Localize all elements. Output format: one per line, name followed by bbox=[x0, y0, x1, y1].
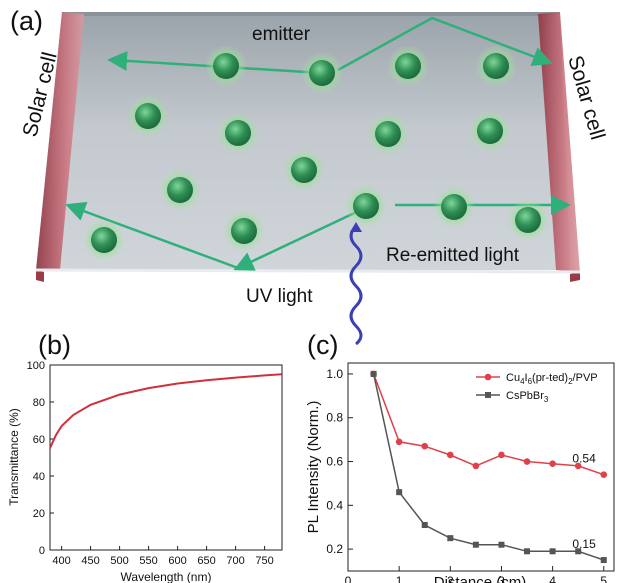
pl-intensity-chart: 0 1 2 3 4 5 0.2 0.4 0.6 0.8 1.0 0.54 0.15 Cu4I6(pr-… bbox=[305, 362, 615, 583]
x-tick-label: 0 bbox=[345, 574, 352, 583]
quantum-dot-icon bbox=[433, 186, 475, 228]
data-point bbox=[447, 451, 454, 459]
data-point bbox=[447, 535, 454, 542]
solar-cell-right-label: Solar cell bbox=[563, 53, 609, 142]
legend: Cu4I6(pr-ted)2/PVP CsPbBr3 bbox=[476, 372, 598, 404]
x-tick-label: 3 bbox=[498, 574, 505, 583]
x-axis-label: Wavelength (nm) bbox=[121, 570, 212, 583]
x-tick-label: 450 bbox=[81, 555, 99, 567]
y-axis-label: PL Intensity (Norm.) bbox=[305, 401, 322, 534]
plot-frame bbox=[347, 362, 615, 572]
emitter-label: emitter bbox=[252, 24, 311, 45]
transmittance-chart: 400 450 500 550 600 650 700 750 0 20 40 60 80 100 Wav… bbox=[7, 360, 283, 583]
quantum-dot-icon bbox=[469, 110, 511, 152]
end-value-label: 0.15 bbox=[572, 537, 596, 551]
y-tick-label: 0 bbox=[39, 545, 45, 557]
quantum-dot-icon bbox=[387, 45, 429, 87]
y-tick-label: 0.8 bbox=[326, 411, 343, 425]
data-point bbox=[575, 548, 582, 555]
x-tick-label: 400 bbox=[52, 555, 70, 567]
panel-b-label: (b) bbox=[38, 330, 71, 360]
lsc-schematic: emitter Solar cell Solar cell Re-emitted… bbox=[19, 12, 609, 345]
y-tick-label: 0.2 bbox=[326, 542, 343, 556]
y-tick-label: 40 bbox=[33, 471, 45, 483]
quantum-dot-icon bbox=[507, 199, 549, 241]
data-point bbox=[395, 438, 403, 446]
quantum-dots bbox=[83, 45, 549, 261]
data-point bbox=[421, 522, 428, 529]
waveguide-back-top bbox=[62, 12, 560, 16]
quantum-dot-icon bbox=[283, 149, 325, 191]
quantum-dot-icon bbox=[367, 113, 409, 155]
quantum-dot-icon bbox=[159, 169, 201, 211]
series-line bbox=[372, 373, 605, 476]
data-point bbox=[472, 541, 479, 548]
x-tick-label: 4 bbox=[549, 574, 556, 583]
data-point bbox=[396, 489, 403, 496]
quantum-dot-icon bbox=[205, 45, 247, 87]
data-point bbox=[421, 442, 429, 450]
series-1: 0.15 bbox=[370, 370, 607, 564]
end-value-label: 0.54 bbox=[572, 452, 596, 466]
panel-c-label: (c) bbox=[307, 330, 339, 360]
y-axis-label: Transmittance (%) bbox=[7, 408, 21, 506]
transmittance-line bbox=[49, 373, 283, 449]
legend-marker bbox=[484, 373, 492, 381]
y-tick-label: 0.4 bbox=[326, 498, 343, 512]
quantum-dot-icon bbox=[301, 52, 343, 94]
x-tick-label: 750 bbox=[255, 555, 273, 567]
x-tick-label: 500 bbox=[110, 555, 128, 567]
reemitted-light-label: Re-emitted light bbox=[386, 245, 520, 266]
data-point bbox=[498, 541, 505, 548]
panel-a-label: (a) bbox=[10, 6, 43, 36]
data-point bbox=[370, 370, 377, 377]
x-axis-label: Distance (cm) bbox=[434, 574, 527, 583]
uv-light-label: UV light bbox=[246, 286, 313, 307]
quantum-dot-icon bbox=[217, 112, 259, 154]
data-point bbox=[498, 451, 505, 459]
legend-label: CsPbBr3 bbox=[506, 390, 549, 404]
x-tick-label: 700 bbox=[226, 555, 244, 567]
quantum-dot-icon bbox=[223, 210, 265, 252]
series-line bbox=[372, 373, 605, 561]
x-tick-label: 550 bbox=[139, 555, 157, 567]
data-point bbox=[600, 557, 607, 564]
legend-label: Cu4I6(pr-ted)2/PVP bbox=[506, 372, 598, 386]
y-tick-label: 80 bbox=[33, 397, 45, 409]
quantum-dot-icon bbox=[475, 45, 517, 87]
solar-cell-left bbox=[36, 12, 84, 270]
quantum-dot-icon bbox=[127, 95, 169, 137]
quantum-dot-icon bbox=[83, 219, 125, 261]
x-tick-label: 5 bbox=[600, 574, 607, 583]
data-point bbox=[472, 462, 480, 470]
y-tick-label: 20 bbox=[33, 508, 45, 520]
data-point bbox=[574, 462, 582, 470]
x-tick-label: 2 bbox=[447, 574, 454, 583]
x-tick-label: 600 bbox=[168, 555, 186, 567]
x-tick-label: 1 bbox=[396, 574, 403, 583]
plot-frame bbox=[49, 364, 283, 551]
quantum-dot-icon bbox=[345, 185, 387, 227]
legend-marker bbox=[485, 392, 491, 398]
y-tick-label: 60 bbox=[33, 434, 45, 446]
x-tick-label: 650 bbox=[197, 555, 215, 567]
data-point bbox=[549, 548, 556, 555]
data-point bbox=[524, 548, 531, 555]
y-tick-label: 100 bbox=[27, 360, 45, 372]
data-point bbox=[523, 458, 531, 465]
series-0: 0.54 bbox=[370, 370, 608, 478]
y-tick-label: 0.6 bbox=[326, 455, 343, 469]
uv-wave-icon bbox=[349, 224, 363, 345]
data-point bbox=[549, 460, 556, 468]
y-tick-label: 1.0 bbox=[326, 367, 343, 381]
data-point bbox=[600, 471, 608, 478]
